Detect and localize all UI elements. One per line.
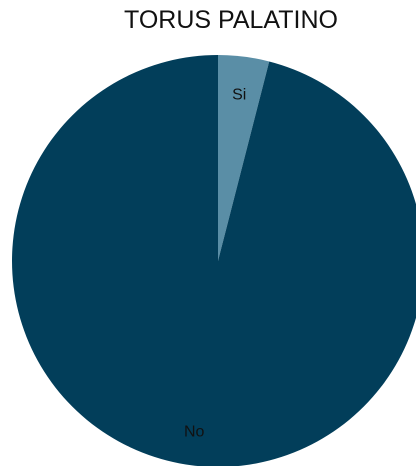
pie-labels: Si No [184,86,246,440]
pie-slices [12,55,416,466]
chart-title: TORUS PALATINO [124,6,338,34]
pie-slice-si [218,55,270,261]
pie-slice-no [12,55,416,466]
pie-label-no: No [184,423,205,440]
pie-label-si: Si [232,86,246,103]
